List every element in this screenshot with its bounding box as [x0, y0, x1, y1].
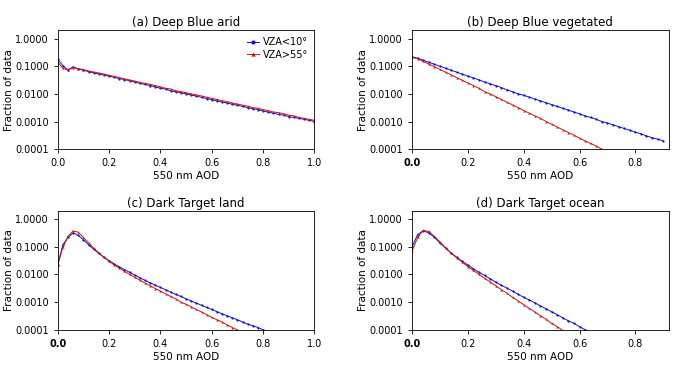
X-axis label: 550 nm AOD: 550 nm AOD	[153, 352, 219, 362]
Title: (b) Deep Blue vegetated: (b) Deep Blue vegetated	[468, 16, 613, 29]
Title: (a) Deep Blue arid: (a) Deep Blue arid	[132, 16, 240, 29]
Y-axis label: Fraction of data: Fraction of data	[358, 49, 368, 131]
Y-axis label: Fraction of data: Fraction of data	[3, 229, 14, 311]
X-axis label: 550 nm AOD: 550 nm AOD	[153, 171, 219, 181]
Title: (c) Dark Target land: (c) Dark Target land	[128, 197, 245, 210]
X-axis label: 550 nm AOD: 550 nm AOD	[507, 352, 574, 362]
Title: (d) Dark Target ocean: (d) Dark Target ocean	[476, 197, 605, 210]
Y-axis label: Fraction of data: Fraction of data	[358, 229, 368, 311]
Y-axis label: Fraction of data: Fraction of data	[3, 49, 14, 131]
X-axis label: 550 nm AOD: 550 nm AOD	[507, 171, 574, 181]
Legend: VZA<10°, VZA>55°: VZA<10°, VZA>55°	[245, 35, 310, 61]
